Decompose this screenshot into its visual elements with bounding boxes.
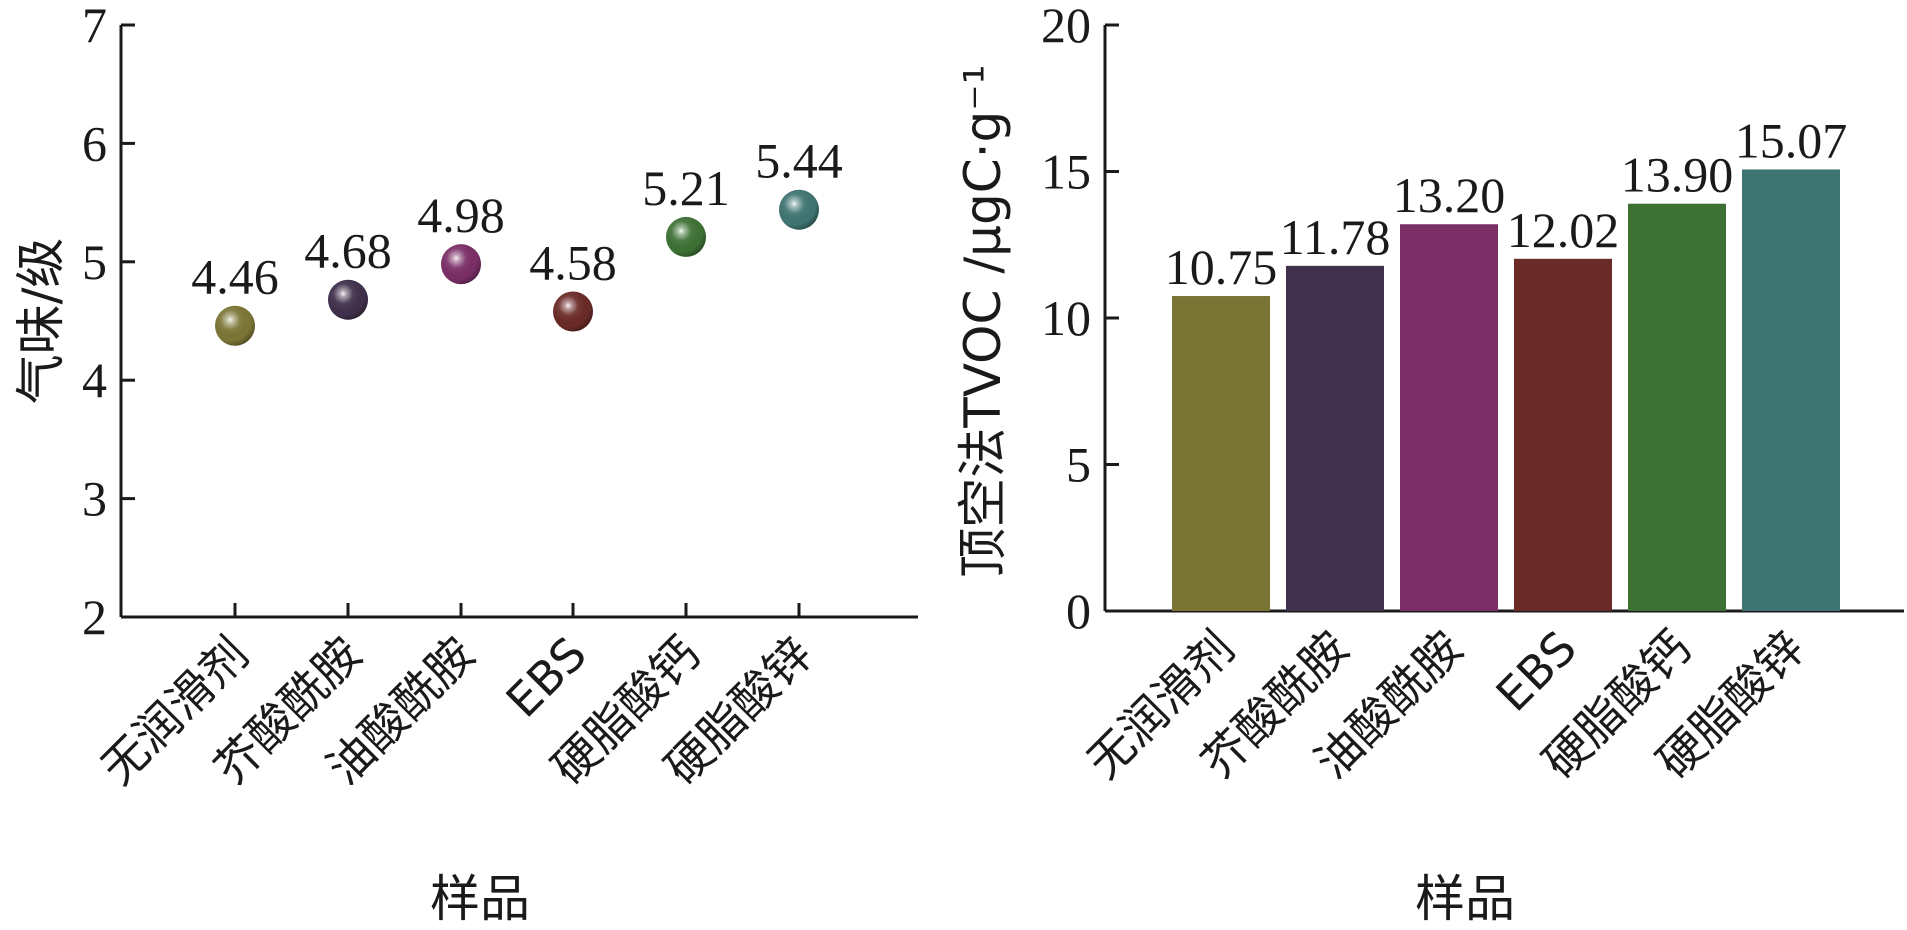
category-label: EBS bbox=[496, 627, 597, 728]
data-point bbox=[328, 279, 368, 320]
bar bbox=[1628, 203, 1726, 612]
y-axis-title: 顶空法TVOC /μgC·g⁻¹ bbox=[954, 64, 1012, 577]
data-point bbox=[666, 216, 706, 257]
y-tick-label: 15 bbox=[1041, 144, 1091, 200]
data-label: 13.90 bbox=[1621, 147, 1734, 203]
y-tick-label: 3 bbox=[82, 471, 107, 527]
y-tick-label: 4 bbox=[82, 352, 107, 408]
bar bbox=[1172, 296, 1270, 611]
y-tick-label: 6 bbox=[82, 115, 107, 171]
bar bbox=[1400, 224, 1498, 612]
data-point bbox=[441, 244, 481, 285]
data-label: 4.98 bbox=[417, 187, 505, 243]
data-label: 5.44 bbox=[755, 133, 843, 189]
bar bbox=[1742, 169, 1840, 611]
bar bbox=[1514, 258, 1612, 611]
data-label: 13.20 bbox=[1393, 167, 1506, 223]
bar bbox=[1286, 265, 1384, 611]
data-label: 15.07 bbox=[1735, 112, 1848, 168]
data-label: 4.58 bbox=[529, 235, 617, 291]
data-point bbox=[779, 189, 819, 230]
y-tick-label: 2 bbox=[82, 589, 107, 645]
data-point bbox=[215, 305, 255, 346]
category-label: EBS bbox=[1486, 621, 1587, 722]
data-label: 5.21 bbox=[642, 160, 730, 216]
data-point bbox=[553, 291, 593, 332]
data-label: 12.02 bbox=[1507, 202, 1620, 258]
x-axis-title: 样品 bbox=[1415, 870, 1515, 928]
y-tick-label: 10 bbox=[1041, 290, 1091, 346]
y-tick-label: 7 bbox=[82, 0, 107, 53]
y-tick-label: 0 bbox=[1066, 583, 1091, 639]
data-label: 4.68 bbox=[304, 223, 392, 279]
y-tick-label: 20 bbox=[1041, 0, 1091, 53]
data-label: 4.46 bbox=[191, 249, 279, 305]
data-label: 10.75 bbox=[1165, 239, 1278, 295]
y-axis-title: 气味/级 bbox=[12, 238, 70, 405]
data-label: 11.78 bbox=[1280, 209, 1391, 265]
x-axis-title: 样品 bbox=[430, 870, 530, 928]
y-tick-label: 5 bbox=[1066, 437, 1091, 493]
y-tick-label: 5 bbox=[82, 234, 107, 290]
